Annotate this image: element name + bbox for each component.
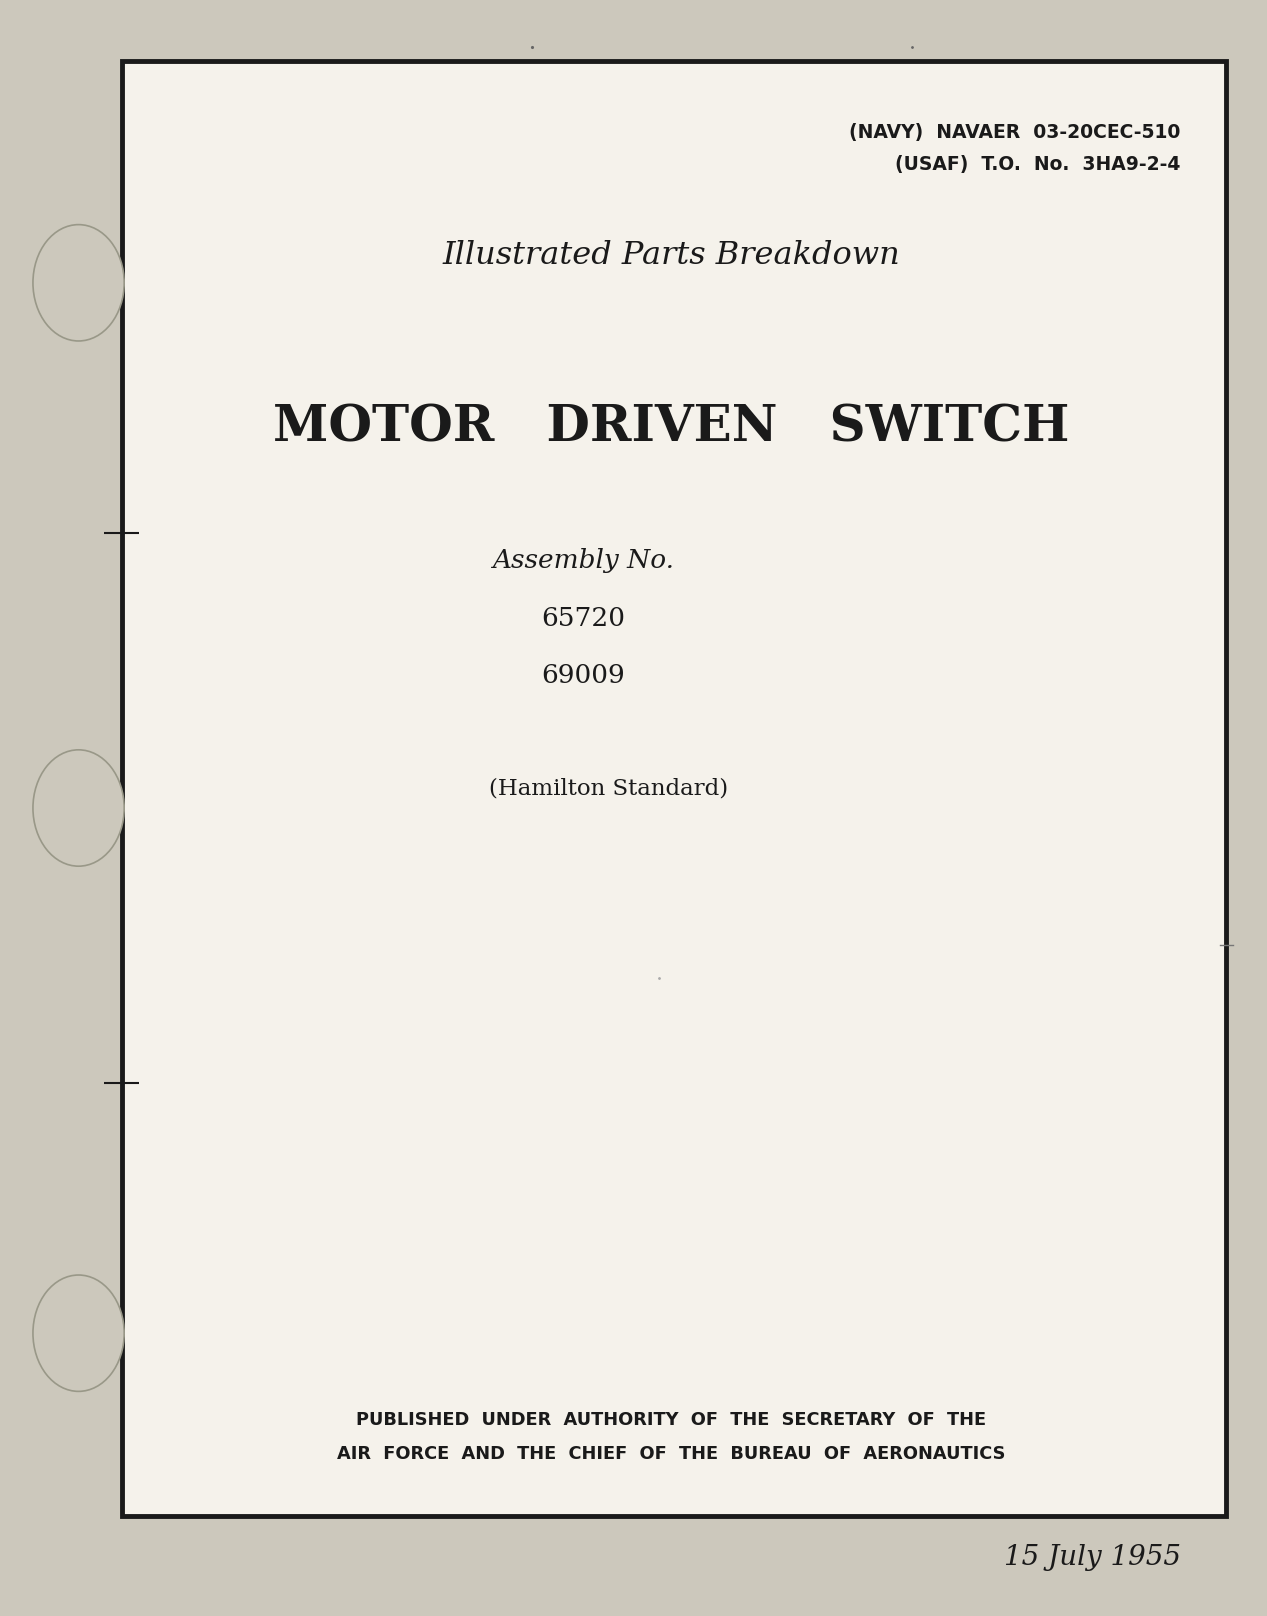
Text: 65720: 65720: [541, 606, 625, 632]
Text: Assembly No.: Assembly No.: [492, 548, 674, 574]
Circle shape: [33, 1275, 124, 1391]
Text: 15 July 1955: 15 July 1955: [1003, 1545, 1181, 1571]
Text: MOTOR   DRIVEN   SWITCH: MOTOR DRIVEN SWITCH: [274, 404, 1069, 452]
Circle shape: [33, 750, 124, 866]
Circle shape: [33, 225, 124, 341]
Text: (Hamilton Standard): (Hamilton Standard): [489, 777, 727, 800]
Text: AIR  FORCE  AND  THE  CHIEF  OF  THE  BUREAU  OF  AERONAUTICS: AIR FORCE AND THE CHIEF OF THE BUREAU OF…: [337, 1445, 1006, 1464]
Text: Illustrated Parts Breakdown: Illustrated Parts Breakdown: [442, 239, 901, 271]
Text: PUBLISHED  UNDER  AUTHORITY  OF  THE  SECRETARY  OF  THE: PUBLISHED UNDER AUTHORITY OF THE SECRETA…: [356, 1411, 987, 1430]
FancyBboxPatch shape: [122, 61, 1226, 1516]
Text: (NAVY)  NAVAER  03-20CEC-510: (NAVY) NAVAER 03-20CEC-510: [849, 123, 1181, 142]
Text: 69009: 69009: [541, 663, 625, 688]
Text: (USAF)  T.O.  No.  3HA9-2-4: (USAF) T.O. No. 3HA9-2-4: [896, 155, 1181, 175]
